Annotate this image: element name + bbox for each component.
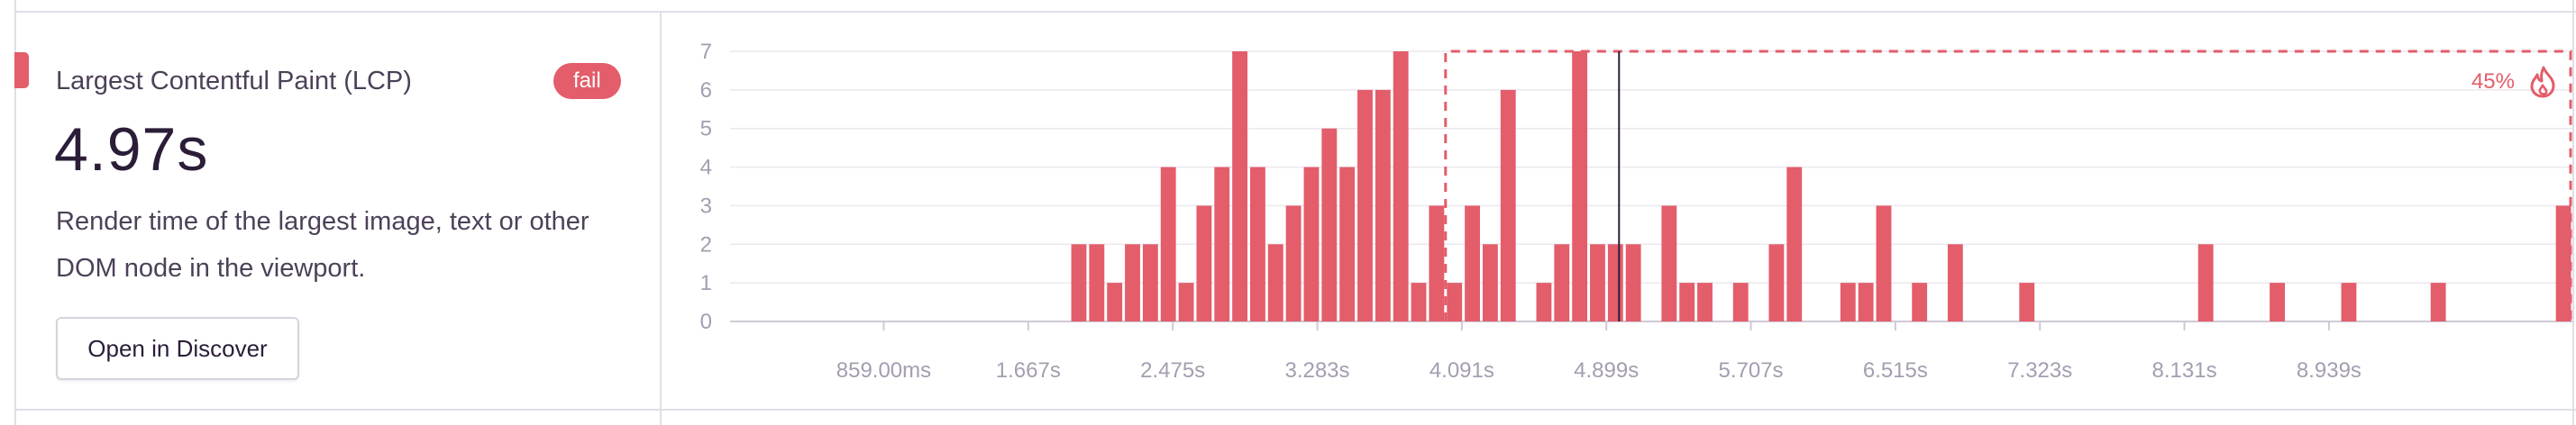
histogram-bar <box>1625 244 1641 321</box>
fail-threshold-region <box>1444 50 2572 321</box>
histogram-bar <box>1393 51 1409 321</box>
histogram-bar <box>1661 205 1677 321</box>
y-tick-label: 4 <box>700 156 712 180</box>
y-tick-label: 7 <box>700 40 712 64</box>
open-in-discover-button[interactable]: Open in Discover <box>56 317 299 380</box>
histogram-svg: 0 1 2 3 4 5 6 7 859.00ms 1.667s 2.475s 3.283s 4.091s… <box>700 40 2572 383</box>
histogram-bar <box>1912 283 1928 321</box>
histogram-bar <box>2019 283 2035 321</box>
histogram-bar <box>1697 283 1713 321</box>
histogram-bar <box>1858 283 1874 321</box>
histogram-bar <box>1768 244 1785 321</box>
histogram-bar <box>1249 167 1265 321</box>
x-tick-label: 859.00ms <box>836 358 931 383</box>
histogram-bar <box>1947 244 1963 321</box>
metric-title: Largest Contentful Paint (LCP) <box>56 67 412 95</box>
histogram-bar <box>1732 283 1749 321</box>
x-tick-label: 3.283s <box>1284 358 1349 383</box>
metric-value: 4.97s <box>54 115 209 184</box>
y-tick-label: 2 <box>700 232 712 257</box>
x-tick-label: 8.131s <box>2152 358 2217 383</box>
histogram-bar <box>1429 205 1445 321</box>
histogram-bar <box>1285 205 1302 321</box>
lcp-histogram-chart: 0 1 2 3 4 5 6 7 859.00ms 1.667s 2.475s 3.283s 4.091s… <box>662 11 2572 409</box>
x-tick-label: 8.939s <box>2297 358 2361 383</box>
histogram-bar <box>1679 283 1695 321</box>
x-tick-label: 6.515s <box>1863 358 1928 383</box>
card-frame <box>14 0 2574 425</box>
histogram-bar <box>1786 167 1803 321</box>
histogram-bar <box>1303 167 1320 321</box>
histogram-bar <box>1214 167 1230 321</box>
histogram-bar <box>1536 283 1552 321</box>
histogram-bar <box>1160 167 1176 321</box>
histogram-bar <box>1339 167 1356 321</box>
histogram-bar <box>1607 244 1623 321</box>
histogram-bar <box>1482 244 1498 321</box>
histogram-bar <box>1267 244 1283 321</box>
histogram-bar <box>1232 51 1247 321</box>
fire-icon <box>2530 66 2555 98</box>
y-tick-label: 1 <box>700 271 712 295</box>
card-top-border <box>14 11 2576 13</box>
histogram-bar <box>2341 283 2357 321</box>
histogram-bar <box>2197 244 2214 321</box>
status-accent-bar <box>14 52 29 88</box>
metric-description: Render time of the largest image, text o… <box>56 207 589 283</box>
histogram-bar <box>1142 244 1158 321</box>
histogram-bar <box>2555 205 2571 321</box>
histogram-bar <box>1554 244 1570 321</box>
x-tick-label: 2.475s <box>1140 358 1205 383</box>
histogram-bar <box>1071 244 1087 321</box>
histogram-bar <box>1876 205 1892 321</box>
histogram-bar <box>1447 283 1463 321</box>
x-tick-label: 5.707s <box>1719 358 1784 383</box>
y-tick-label: 5 <box>700 117 712 141</box>
histogram-bar <box>1590 244 1605 321</box>
histogram-bar <box>1375 89 1391 321</box>
histogram-bar <box>1357 89 1373 321</box>
y-tick-label: 0 <box>700 310 712 334</box>
y-tick-label: 6 <box>700 78 712 103</box>
histogram-bar <box>2430 283 2446 321</box>
status-badge: fail <box>553 63 621 99</box>
histogram-bar <box>1840 283 1856 321</box>
histogram-bar <box>1107 283 1123 321</box>
histogram-bar <box>1500 89 1516 321</box>
x-tick-label: 4.091s <box>1430 358 1494 383</box>
metric-summary-panel: Largest Contentful Paint (LCP) fail 4.97… <box>0 11 660 409</box>
card-bottom-border <box>14 409 2576 411</box>
x-tick-label: 1.667s <box>996 358 1061 383</box>
histogram-bar <box>1465 205 1480 321</box>
fail-percent-label: 45% <box>2471 69 2515 94</box>
histogram-bar <box>1572 51 1588 321</box>
x-tick-label: 7.323s <box>2007 358 2072 383</box>
panel-divider <box>660 11 662 425</box>
y-tick-label: 3 <box>700 194 712 218</box>
histogram-bar <box>1196 205 1212 321</box>
histogram-bar <box>1411 283 1427 321</box>
histogram-bar <box>1125 244 1140 321</box>
x-tick-label: 4.899s <box>1574 358 1639 383</box>
histogram-bar <box>1321 128 1338 321</box>
histogram-bar <box>2270 283 2285 321</box>
histogram-bar <box>1178 283 1194 321</box>
histogram-bar <box>1089 244 1105 321</box>
